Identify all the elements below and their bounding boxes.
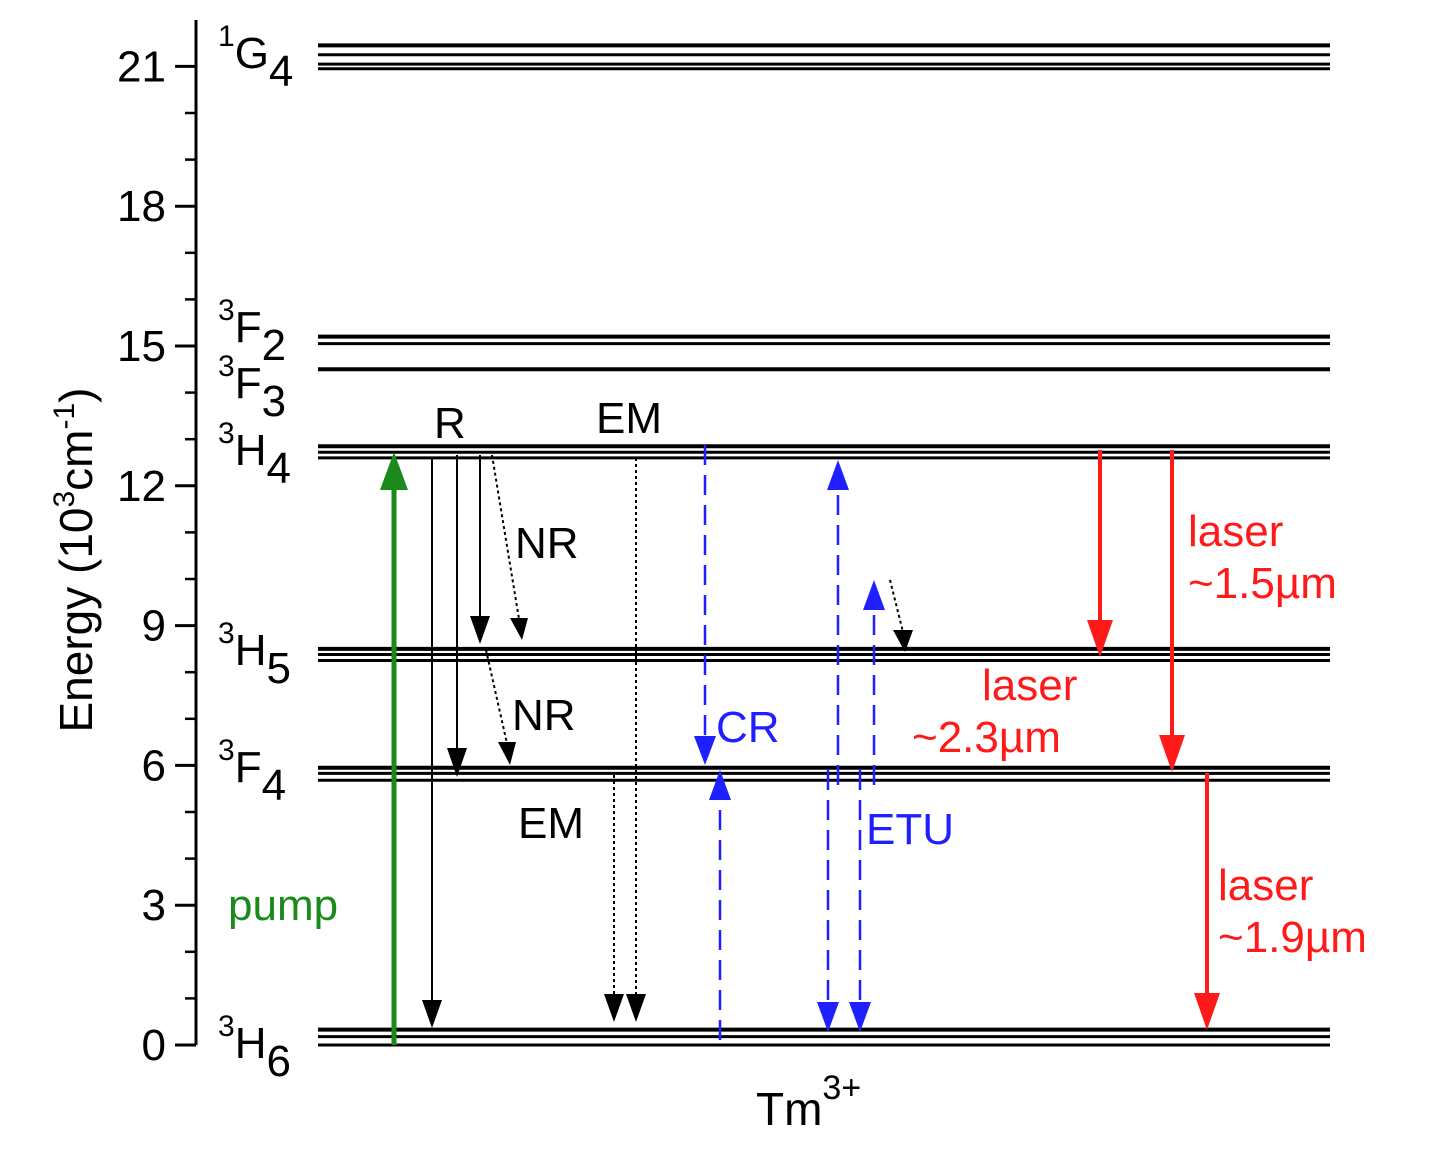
r-arrowhead-f4 bbox=[447, 748, 467, 777]
label-laser-1-5: laser bbox=[1188, 507, 1283, 556]
term-symbol: 3F3 bbox=[218, 350, 286, 426]
label-laser-2-3: laser bbox=[982, 661, 1077, 710]
nr-arrowhead-h5-f4 bbox=[498, 742, 516, 765]
label-r: R bbox=[434, 399, 466, 448]
label-laser-1-9-wl: ~1.9µm bbox=[1218, 913, 1367, 962]
term-symbol: 3H5 bbox=[218, 617, 291, 693]
nr-arrowhead-h4-h5 bbox=[510, 618, 528, 640]
y-tick-label: 21 bbox=[117, 42, 166, 91]
etu-nr-arrowhead bbox=[893, 630, 913, 652]
etu-nr-arrow bbox=[889, 579, 904, 633]
y-tick-label: 18 bbox=[117, 182, 166, 231]
em-arrowhead-h4-h6 bbox=[626, 994, 646, 1022]
label-nr-1: NR bbox=[515, 519, 579, 568]
ion-label: Tm3+ bbox=[756, 1069, 861, 1135]
cr-arrowhead-up bbox=[709, 770, 731, 800]
laser-1-9-arrowhead bbox=[1194, 993, 1220, 1030]
etu-arrowhead-up-f3 bbox=[863, 580, 885, 610]
term-symbol: 1G4 bbox=[218, 20, 293, 96]
y-tick-label: 15 bbox=[117, 322, 166, 371]
term-symbol: 3F2 bbox=[218, 294, 286, 370]
term-symbol: 3H6 bbox=[218, 1010, 291, 1086]
label-pump: pump bbox=[228, 881, 338, 930]
y-tick-label: 12 bbox=[117, 462, 166, 511]
label-laser-2-3-wl: ~2.3µm bbox=[912, 713, 1061, 762]
process-labels: R EM NR NR EM pump CR ETU laser ~1.5µm l… bbox=[228, 394, 1367, 962]
y-tick-label: 9 bbox=[142, 602, 166, 651]
laser-1-5-arrowhead bbox=[1087, 620, 1113, 657]
y-tick-label: 0 bbox=[142, 1021, 166, 1070]
r-arrowhead-h5 bbox=[470, 616, 490, 644]
label-em-bottom: EM bbox=[518, 799, 584, 848]
label-cr: CR bbox=[716, 703, 780, 752]
term-symbol: 3F4 bbox=[218, 734, 286, 810]
etu-arrowhead-down-2 bbox=[849, 1002, 871, 1032]
transitions bbox=[380, 445, 1220, 1045]
label-laser-1-9: laser bbox=[1218, 861, 1313, 910]
label-laser-1-5-wl: ~1.5µm bbox=[1188, 559, 1337, 608]
em-arrowhead-f4-h6 bbox=[604, 994, 624, 1022]
y-axis-ticks: 0 3 6 9 12 15 18 21 bbox=[117, 42, 196, 1070]
r-arrowhead-h6 bbox=[422, 1000, 442, 1028]
y-tick-label: 6 bbox=[142, 741, 166, 790]
laser-2-3-arrowhead bbox=[1159, 735, 1185, 772]
term-symbol: 3H4 bbox=[218, 417, 291, 493]
cr-arrowhead-down bbox=[694, 736, 716, 765]
etu-arrowhead-up-h4 bbox=[827, 460, 849, 490]
y-tick-label: 3 bbox=[142, 881, 166, 930]
etu-arrowhead-down-1 bbox=[817, 1002, 839, 1032]
y-axis-label: Energy (103cm-1) bbox=[48, 387, 102, 732]
nr-arrow-h5-f4 bbox=[485, 649, 509, 749]
label-etu: ETU bbox=[866, 805, 954, 854]
label-nr-2: NR bbox=[512, 691, 576, 740]
nr-arrow-h4-h5 bbox=[491, 454, 521, 626]
label-em-top: EM bbox=[596, 394, 662, 443]
pump-arrowhead bbox=[380, 452, 408, 490]
energy-levels bbox=[318, 43, 1330, 1047]
